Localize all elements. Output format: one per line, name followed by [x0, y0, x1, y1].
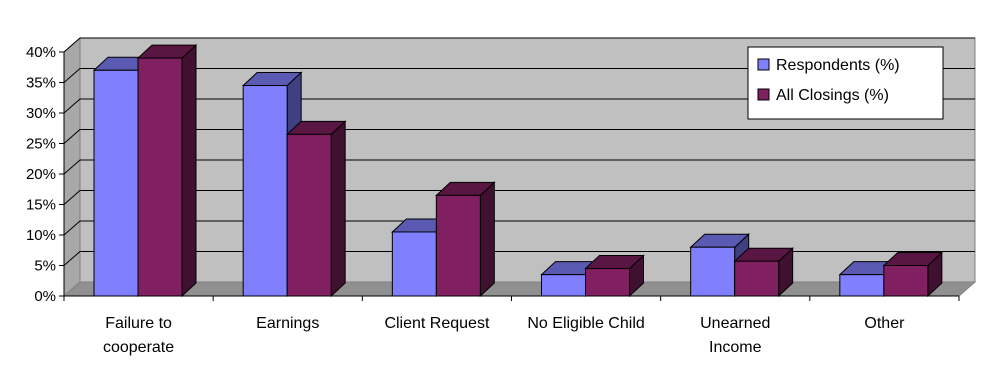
bar — [435, 194, 481, 297]
gridline — [63, 251, 975, 266]
bar-side — [330, 120, 346, 298]
gridline — [63, 220, 975, 236]
bar — [839, 274, 885, 297]
bar — [585, 268, 630, 297]
x-tick-label: cooperate — [103, 339, 174, 356]
legend-swatch — [757, 58, 770, 71]
gridline — [63, 68, 975, 83]
x-tick-label: Client Request — [384, 315, 490, 332]
legend — [747, 46, 944, 120]
y-tick-label: 40% — [26, 44, 56, 61]
gridline — [63, 159, 975, 175]
y-tick-label: 35% — [26, 75, 56, 92]
bar — [883, 265, 929, 297]
bar — [541, 274, 586, 297]
bar — [137, 57, 183, 297]
gridline — [63, 98, 975, 114]
bar — [242, 85, 288, 297]
y-tick-label: 20% — [26, 166, 56, 183]
x-tick-label: No Eligible Child — [527, 315, 644, 332]
y-tick-label: 5% — [34, 258, 56, 275]
y-tick-label: 0% — [34, 288, 56, 305]
floor — [62, 281, 977, 297]
y-tick-label: 25% — [26, 136, 56, 153]
x-tick-label: Income — [709, 339, 762, 356]
gridline — [63, 129, 975, 144]
legend-swatch — [757, 88, 770, 101]
bar — [690, 246, 736, 297]
y-tick-label: 10% — [26, 227, 56, 244]
x-tick-label: Failure to — [105, 315, 172, 332]
x-tick-label: Other — [864, 315, 905, 332]
legend-label: Respondents (%) — [776, 57, 900, 74]
x-tick-label: Earnings — [256, 315, 319, 332]
bar — [734, 260, 780, 297]
legend-label: All Closings (%) — [776, 87, 889, 104]
bar — [286, 133, 332, 297]
gridline — [63, 37, 975, 53]
x-tick-label: Unearned — [700, 315, 770, 332]
y-tick-label: 30% — [26, 105, 56, 122]
gridline — [63, 190, 975, 205]
bar-side — [479, 181, 495, 298]
bar — [93, 69, 139, 297]
bar-side — [181, 43, 197, 298]
bar — [391, 231, 437, 297]
y-tick-label: 15% — [26, 197, 56, 214]
